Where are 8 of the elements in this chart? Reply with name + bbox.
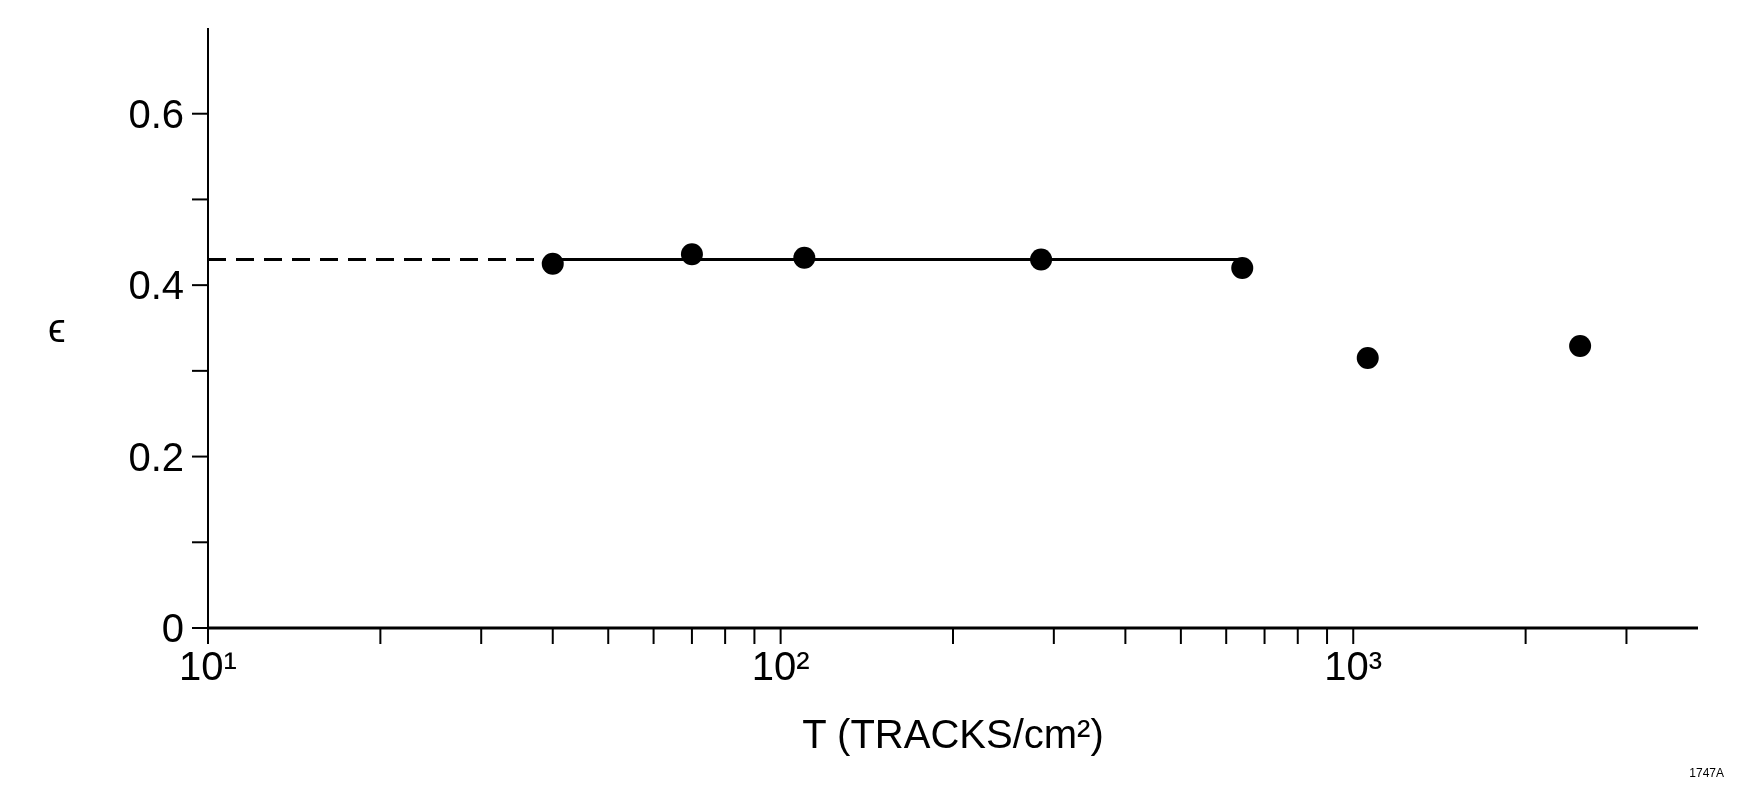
x-tick-label: 10³ xyxy=(1324,644,1383,689)
y-tick-label: 0.6 xyxy=(128,91,184,136)
y-axis-title: ϵ xyxy=(48,306,66,351)
text: 1747A xyxy=(1689,766,1724,780)
y-tick-label: 0.2 xyxy=(128,434,184,479)
y-tick-label: 0.4 xyxy=(128,263,184,308)
x-axis-title: T (TRACKS/cm²) xyxy=(802,712,1104,756)
x-tick-label: 10² xyxy=(751,644,810,689)
